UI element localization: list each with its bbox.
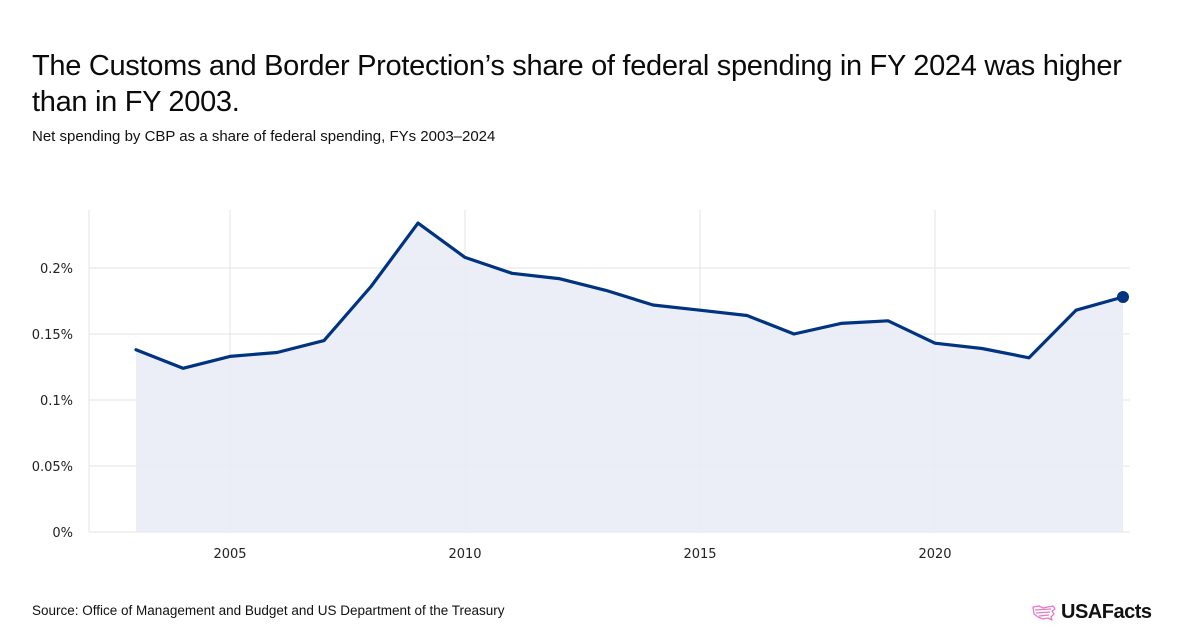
x-tick-label: 2005 <box>213 547 246 562</box>
y-axis-ticks: 0% 0.05% 0.1% 0.15% 0.2% <box>32 262 73 541</box>
data-point <box>651 303 655 307</box>
data-point <box>322 339 326 343</box>
data-point <box>416 221 420 225</box>
y-tick-label: 0.15% <box>32 328 73 343</box>
area-fill <box>136 223 1123 532</box>
data-point <box>698 308 702 312</box>
usafacts-logo[interactable]: USAFacts <box>1031 601 1152 624</box>
data-point <box>839 321 843 325</box>
data-point <box>1027 356 1031 360</box>
data-point <box>510 271 514 275</box>
y-tick-label: 0.2% <box>40 262 73 277</box>
y-tick-label: 0.05% <box>32 460 73 475</box>
data-point <box>228 354 232 358</box>
data-points <box>134 221 1129 370</box>
data-point <box>1074 308 1078 312</box>
x-tick-label: 2020 <box>918 547 951 562</box>
data-point <box>792 332 796 336</box>
source-note: Source: Office of Management and Budget … <box>32 603 505 618</box>
y-tick-label: 0% <box>52 526 73 541</box>
data-point <box>181 366 185 370</box>
data-point <box>463 255 467 259</box>
data-point <box>604 288 608 292</box>
chart-subtitle: Net spending by CBP as a share of federa… <box>32 128 496 145</box>
data-point <box>745 314 749 318</box>
chart-title: The Customs and Border Protection’s shar… <box>32 50 1122 118</box>
x-axis-ticks: 2005 2010 2015 2020 <box>213 547 951 562</box>
data-point <box>886 319 890 323</box>
x-tick-label: 2010 <box>448 547 481 562</box>
data-point <box>933 341 937 345</box>
data-line <box>134 221 1125 370</box>
x-tick-label: 2015 <box>683 547 716 562</box>
end-point-marker <box>1117 291 1129 304</box>
data-point <box>134 348 138 352</box>
data-point <box>275 350 279 354</box>
logo-text: USAFacts <box>1061 601 1152 623</box>
data-point <box>980 347 984 351</box>
us-map-flag-icon <box>1032 604 1056 621</box>
y-tick-label: 0.1% <box>40 394 73 409</box>
data-point <box>369 284 373 288</box>
data-point <box>557 277 561 281</box>
